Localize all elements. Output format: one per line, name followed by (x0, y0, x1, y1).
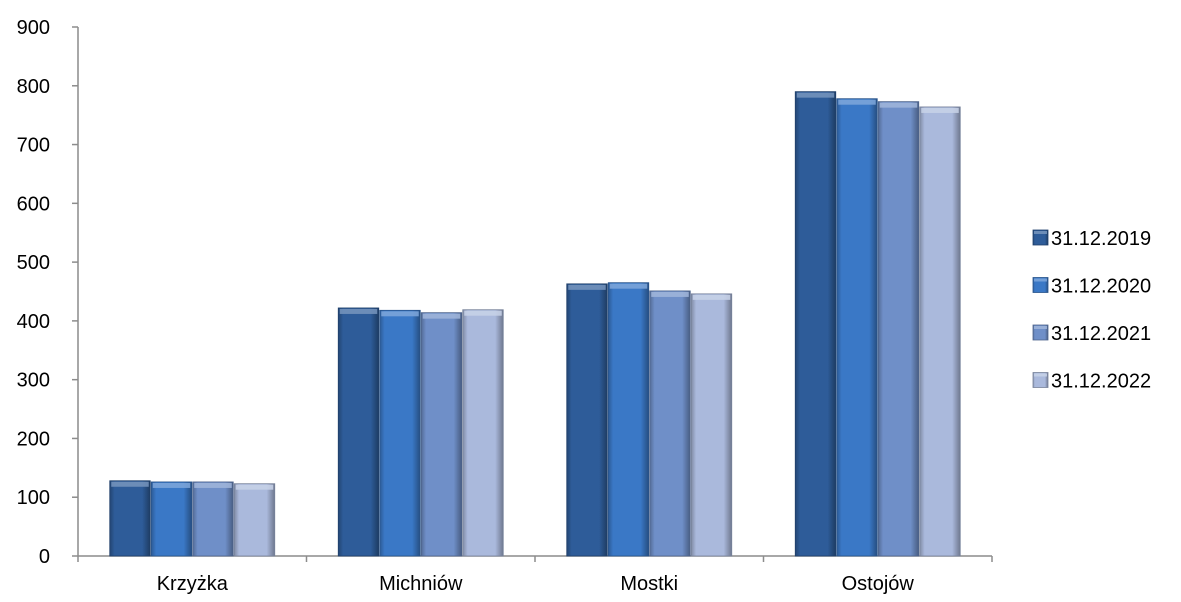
bar-top-bevel (921, 107, 959, 113)
bar-mostki-31.12.2021 (649, 290, 691, 557)
legend: 31.12.2019 31.12.2020 31.12.2021 31.12.2022 (1032, 228, 1151, 393)
y-tick-label: 400 (17, 311, 50, 333)
x-tick-label: Ostojów (842, 573, 915, 595)
bar-michniów-31.12.2021 (420, 312, 463, 557)
bar-top-bevel (879, 102, 918, 108)
bar-top-bevel (692, 294, 731, 300)
bar-top-bevel (381, 311, 419, 317)
bars (109, 91, 961, 557)
bar-top-bevel (796, 92, 835, 98)
y-axis: 0 100 200 300 400 500 600 700 800 900 (17, 17, 79, 568)
legend-swatch-bevel (1034, 326, 1047, 329)
y-tick-label: 0 (39, 546, 50, 568)
bar-michniów-31.12.2022 (462, 309, 504, 557)
bar-top-bevel (111, 481, 149, 487)
bar-ostojów-31.12.2019 (794, 91, 837, 557)
y-tick-label: 100 (17, 487, 50, 509)
legend-label: 31.12.2019 (1051, 228, 1151, 250)
legend-label: 31.12.2020 (1051, 276, 1151, 298)
y-tick-label: 300 (17, 370, 50, 392)
legend-label: 31.12.2022 (1051, 371, 1151, 393)
legend-swatch-bevel (1034, 231, 1047, 234)
bar-mostki-31.12.2020 (607, 282, 650, 557)
bar-top-bevel (422, 313, 461, 319)
x-tick-label: Michniów (379, 573, 463, 595)
y-tick-label: 600 (17, 193, 50, 215)
bar-krzyżka-31.12.2019 (109, 480, 151, 557)
bar-top-bevel (152, 482, 191, 488)
bar-top-bevel (568, 284, 606, 290)
bar-krzyżka-31.12.2020 (150, 481, 193, 557)
bar-krzyżka-31.12.2021 (192, 481, 234, 557)
y-tick-label: 700 (17, 135, 50, 157)
bar-krzyżka-31.12.2022 (233, 483, 276, 557)
x-axis: Krzyżka Michniów Mostki Ostojów (77, 555, 993, 595)
bar-top-bevel (651, 291, 689, 297)
bar-top-bevel (838, 99, 876, 105)
legend-label: 31.12.2021 (1051, 323, 1151, 345)
bar-ostojów-31.12.2020 (836, 98, 878, 557)
legend-swatch-bevel (1034, 278, 1047, 282)
bar-michniów-31.12.2019 (337, 307, 380, 557)
bar-michniów-31.12.2020 (379, 309, 421, 557)
bar-top-bevel (235, 484, 274, 490)
y-tick-label: 800 (17, 76, 50, 98)
bar-mostki-31.12.2019 (566, 283, 608, 557)
x-tick-label: Mostki (620, 573, 678, 595)
bar-ostojów-31.12.2021 (877, 101, 920, 557)
y-tick-label: 500 (17, 252, 50, 274)
bar-mostki-31.12.2022 (690, 293, 733, 557)
bar-top-bevel (464, 310, 502, 316)
bar-ostojów-31.12.2022 (919, 106, 961, 557)
bar-top-bevel (194, 482, 232, 488)
legend-swatch-bevel (1034, 373, 1047, 377)
bar-top-bevel (339, 308, 378, 314)
y-tick-label: 200 (17, 428, 50, 450)
y-tick-label: 900 (17, 17, 50, 39)
x-tick-label: Krzyżka (157, 573, 229, 595)
bar-top-bevel (609, 283, 648, 289)
